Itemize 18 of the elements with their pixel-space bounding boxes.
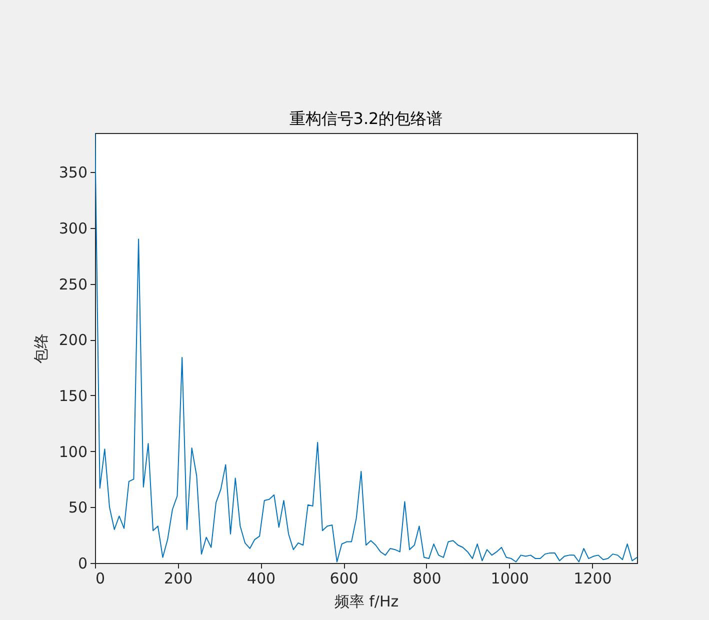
y-tick-label: 200 <box>58 331 88 350</box>
x-tick-label: 1200 <box>574 570 612 588</box>
x-tick-label: 0 <box>96 570 106 588</box>
y-tick-label: 100 <box>58 442 88 461</box>
x-tick-label: 200 <box>164 570 193 588</box>
x-tick-label: 400 <box>246 570 276 588</box>
y-tick-label: 350 <box>58 164 88 182</box>
x-tick-label: 1000 <box>490 570 529 588</box>
y-tick-label: 0 <box>78 554 88 572</box>
y-tick-label: 250 <box>58 275 88 294</box>
y-tick-label: 300 <box>58 219 88 238</box>
y-tick-label: 50 <box>68 498 88 517</box>
x-axis-title: 频率 f/Hz <box>334 592 399 610</box>
y-tick-label: 150 <box>58 386 88 405</box>
x-tick-label: 600 <box>330 570 358 588</box>
x-tick-label: 800 <box>412 570 442 588</box>
y-axis-title: 包络 <box>32 334 50 364</box>
chart-title: 重构信号3.2的包络谱 <box>289 109 443 128</box>
